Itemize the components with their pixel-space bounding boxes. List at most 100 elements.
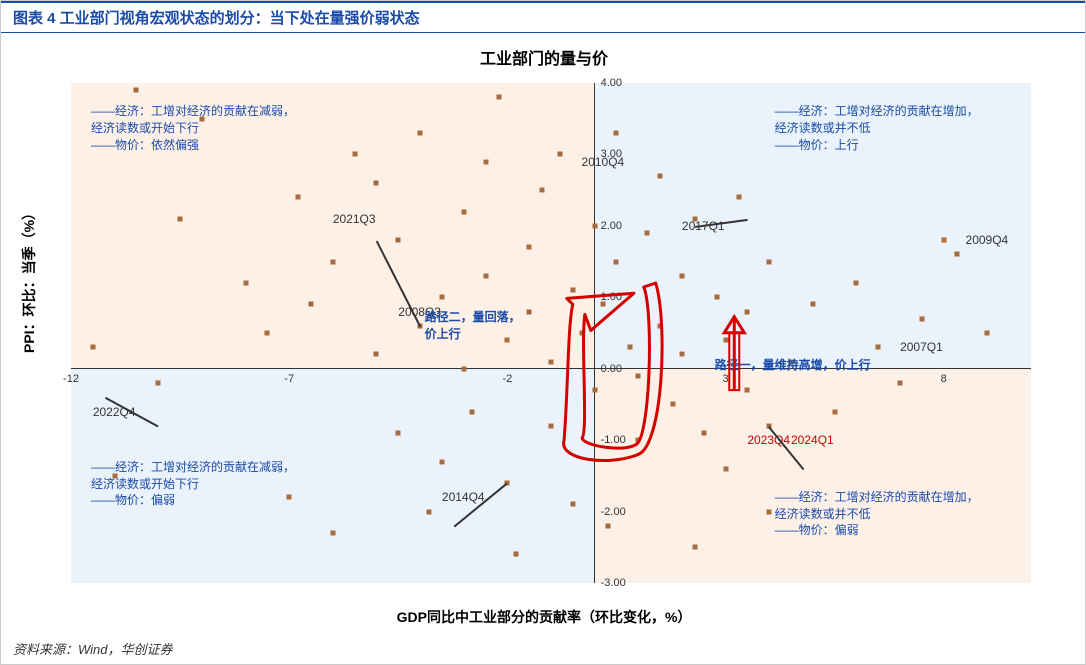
scatter-point xyxy=(985,331,990,336)
x-tick: 3 xyxy=(722,373,728,385)
scatter-point xyxy=(745,309,750,314)
scatter-point xyxy=(693,545,698,550)
quadrant-text-tl: ——经济：工增对经济的贡献在减弱，经济读数或开始下行——物价：依然偏强 xyxy=(91,103,295,153)
scatter-point xyxy=(658,173,663,178)
scatter-point xyxy=(514,552,519,557)
scatter-point xyxy=(954,252,959,257)
scatter-point xyxy=(636,438,641,443)
scatter-point xyxy=(483,159,488,164)
scatter-point xyxy=(723,466,728,471)
quadrant-text-tr: ——经济：工增对经济的贡献在增加，经济读数或并不低——物价：上行 xyxy=(775,103,979,153)
scatter-point xyxy=(527,245,532,250)
scatter-point xyxy=(295,195,300,200)
scatter-point xyxy=(645,231,650,236)
point-label: 2014Q4 xyxy=(442,489,485,506)
figure-title: 图表 4 工业部门视角宏观状态的划分：当下处在量强价弱状态 xyxy=(13,7,420,28)
scatter-point xyxy=(461,366,466,371)
scatter-point xyxy=(243,281,248,286)
scatter-point xyxy=(810,302,815,307)
y-tick: -1.00 xyxy=(601,434,626,446)
scatter-point xyxy=(898,381,903,386)
point-label: 2021Q3 xyxy=(333,211,376,228)
scatter-point xyxy=(540,188,545,193)
scatter-point xyxy=(461,209,466,214)
scatter-point xyxy=(570,502,575,507)
scatter-point xyxy=(636,373,641,378)
quadrant-br xyxy=(595,369,1031,583)
scatter-point xyxy=(592,223,597,228)
chart-area: 工业部门的量与价 PPI：环比：当季（%） -12 -7 -2 3 8 -3.00 -2.0… xyxy=(1,33,1086,633)
scatter-point xyxy=(396,431,401,436)
y-tick: -3.00 xyxy=(601,577,626,589)
scatter-point xyxy=(90,345,95,350)
plot-area: -12-7-238-3.00-2.00-1.000.001.002.003.00… xyxy=(71,83,1031,583)
y-tick: -2.00 xyxy=(601,506,626,518)
point-label: 2007Q1 xyxy=(900,339,943,356)
scatter-point xyxy=(549,423,554,428)
scatter-point xyxy=(592,388,597,393)
scatter-point xyxy=(309,302,314,307)
scatter-point xyxy=(374,352,379,357)
scatter-point xyxy=(679,273,684,278)
y-axis-label: PPI：环比：当季（%） xyxy=(19,206,39,353)
x-axis xyxy=(71,368,1031,369)
scatter-point xyxy=(134,88,139,93)
y-tick: 2.00 xyxy=(601,220,622,232)
scatter-point xyxy=(156,381,161,386)
x-axis-label: GDP同比中工业部分的贡献率（环比变化，%） xyxy=(397,607,692,627)
x-tick: -2 xyxy=(502,373,512,385)
scatter-point xyxy=(396,238,401,243)
scatter-point xyxy=(723,338,728,343)
figure-source: 资料来源：Wind，华创证券 xyxy=(13,639,173,658)
scatter-point xyxy=(570,288,575,293)
scatter-point xyxy=(627,345,632,350)
scatter-point xyxy=(679,352,684,357)
scatter-point xyxy=(605,523,610,528)
scatter-point xyxy=(426,509,431,514)
scatter-point xyxy=(470,409,475,414)
quadrant-text-bl: ——经济：工增对经济的贡献在减弱，经济读数或开始下行——物价：偏弱 xyxy=(91,459,295,509)
path-label-1: 路径一，量维持高增，价上行 xyxy=(715,357,871,374)
scatter-point xyxy=(557,152,562,157)
scatter-point xyxy=(671,402,676,407)
scatter-point xyxy=(483,273,488,278)
scatter-point xyxy=(352,152,357,157)
scatter-point xyxy=(374,181,379,186)
scatter-point xyxy=(736,195,741,200)
point-label: 2024Q1 xyxy=(791,432,834,449)
y-tick: 4.00 xyxy=(601,77,622,89)
scatter-point xyxy=(614,131,619,136)
scatter-point xyxy=(767,259,772,264)
y-tick: 0.00 xyxy=(601,363,622,375)
scatter-point xyxy=(527,309,532,314)
scatter-point xyxy=(579,331,584,336)
point-label: 2010Q4 xyxy=(582,154,625,171)
figure-header: 图表 4 工业部门视角宏观状态的划分：当下处在量强价弱状态 xyxy=(1,1,1085,33)
scatter-point xyxy=(496,95,501,100)
scatter-point xyxy=(265,331,270,336)
scatter-point xyxy=(330,259,335,264)
scatter-point xyxy=(919,316,924,321)
scatter-point xyxy=(439,459,444,464)
scatter-point xyxy=(601,302,606,307)
scatter-point xyxy=(876,345,881,350)
scatter-point xyxy=(854,281,859,286)
x-tick: -7 xyxy=(284,373,294,385)
scatter-point xyxy=(614,259,619,264)
scatter-point xyxy=(658,323,663,328)
path-label-2: 路径二，量回落，价上行 xyxy=(425,309,521,343)
scatter-point xyxy=(418,131,423,136)
scatter-point xyxy=(439,295,444,300)
scatter-point xyxy=(714,295,719,300)
point-label: 2009Q4 xyxy=(966,232,1009,249)
x-tick: 8 xyxy=(941,373,947,385)
chart-title: 工业部门的量与价 xyxy=(480,45,608,69)
scatter-point xyxy=(178,216,183,221)
scatter-point xyxy=(832,409,837,414)
scatter-point xyxy=(330,531,335,536)
figure-container: 图表 4 工业部门视角宏观状态的划分：当下处在量强价弱状态 工业部门的量与价 P… xyxy=(0,0,1086,665)
scatter-point xyxy=(701,431,706,436)
scatter-point xyxy=(767,509,772,514)
x-tick: -12 xyxy=(63,373,79,385)
scatter-point xyxy=(549,359,554,364)
